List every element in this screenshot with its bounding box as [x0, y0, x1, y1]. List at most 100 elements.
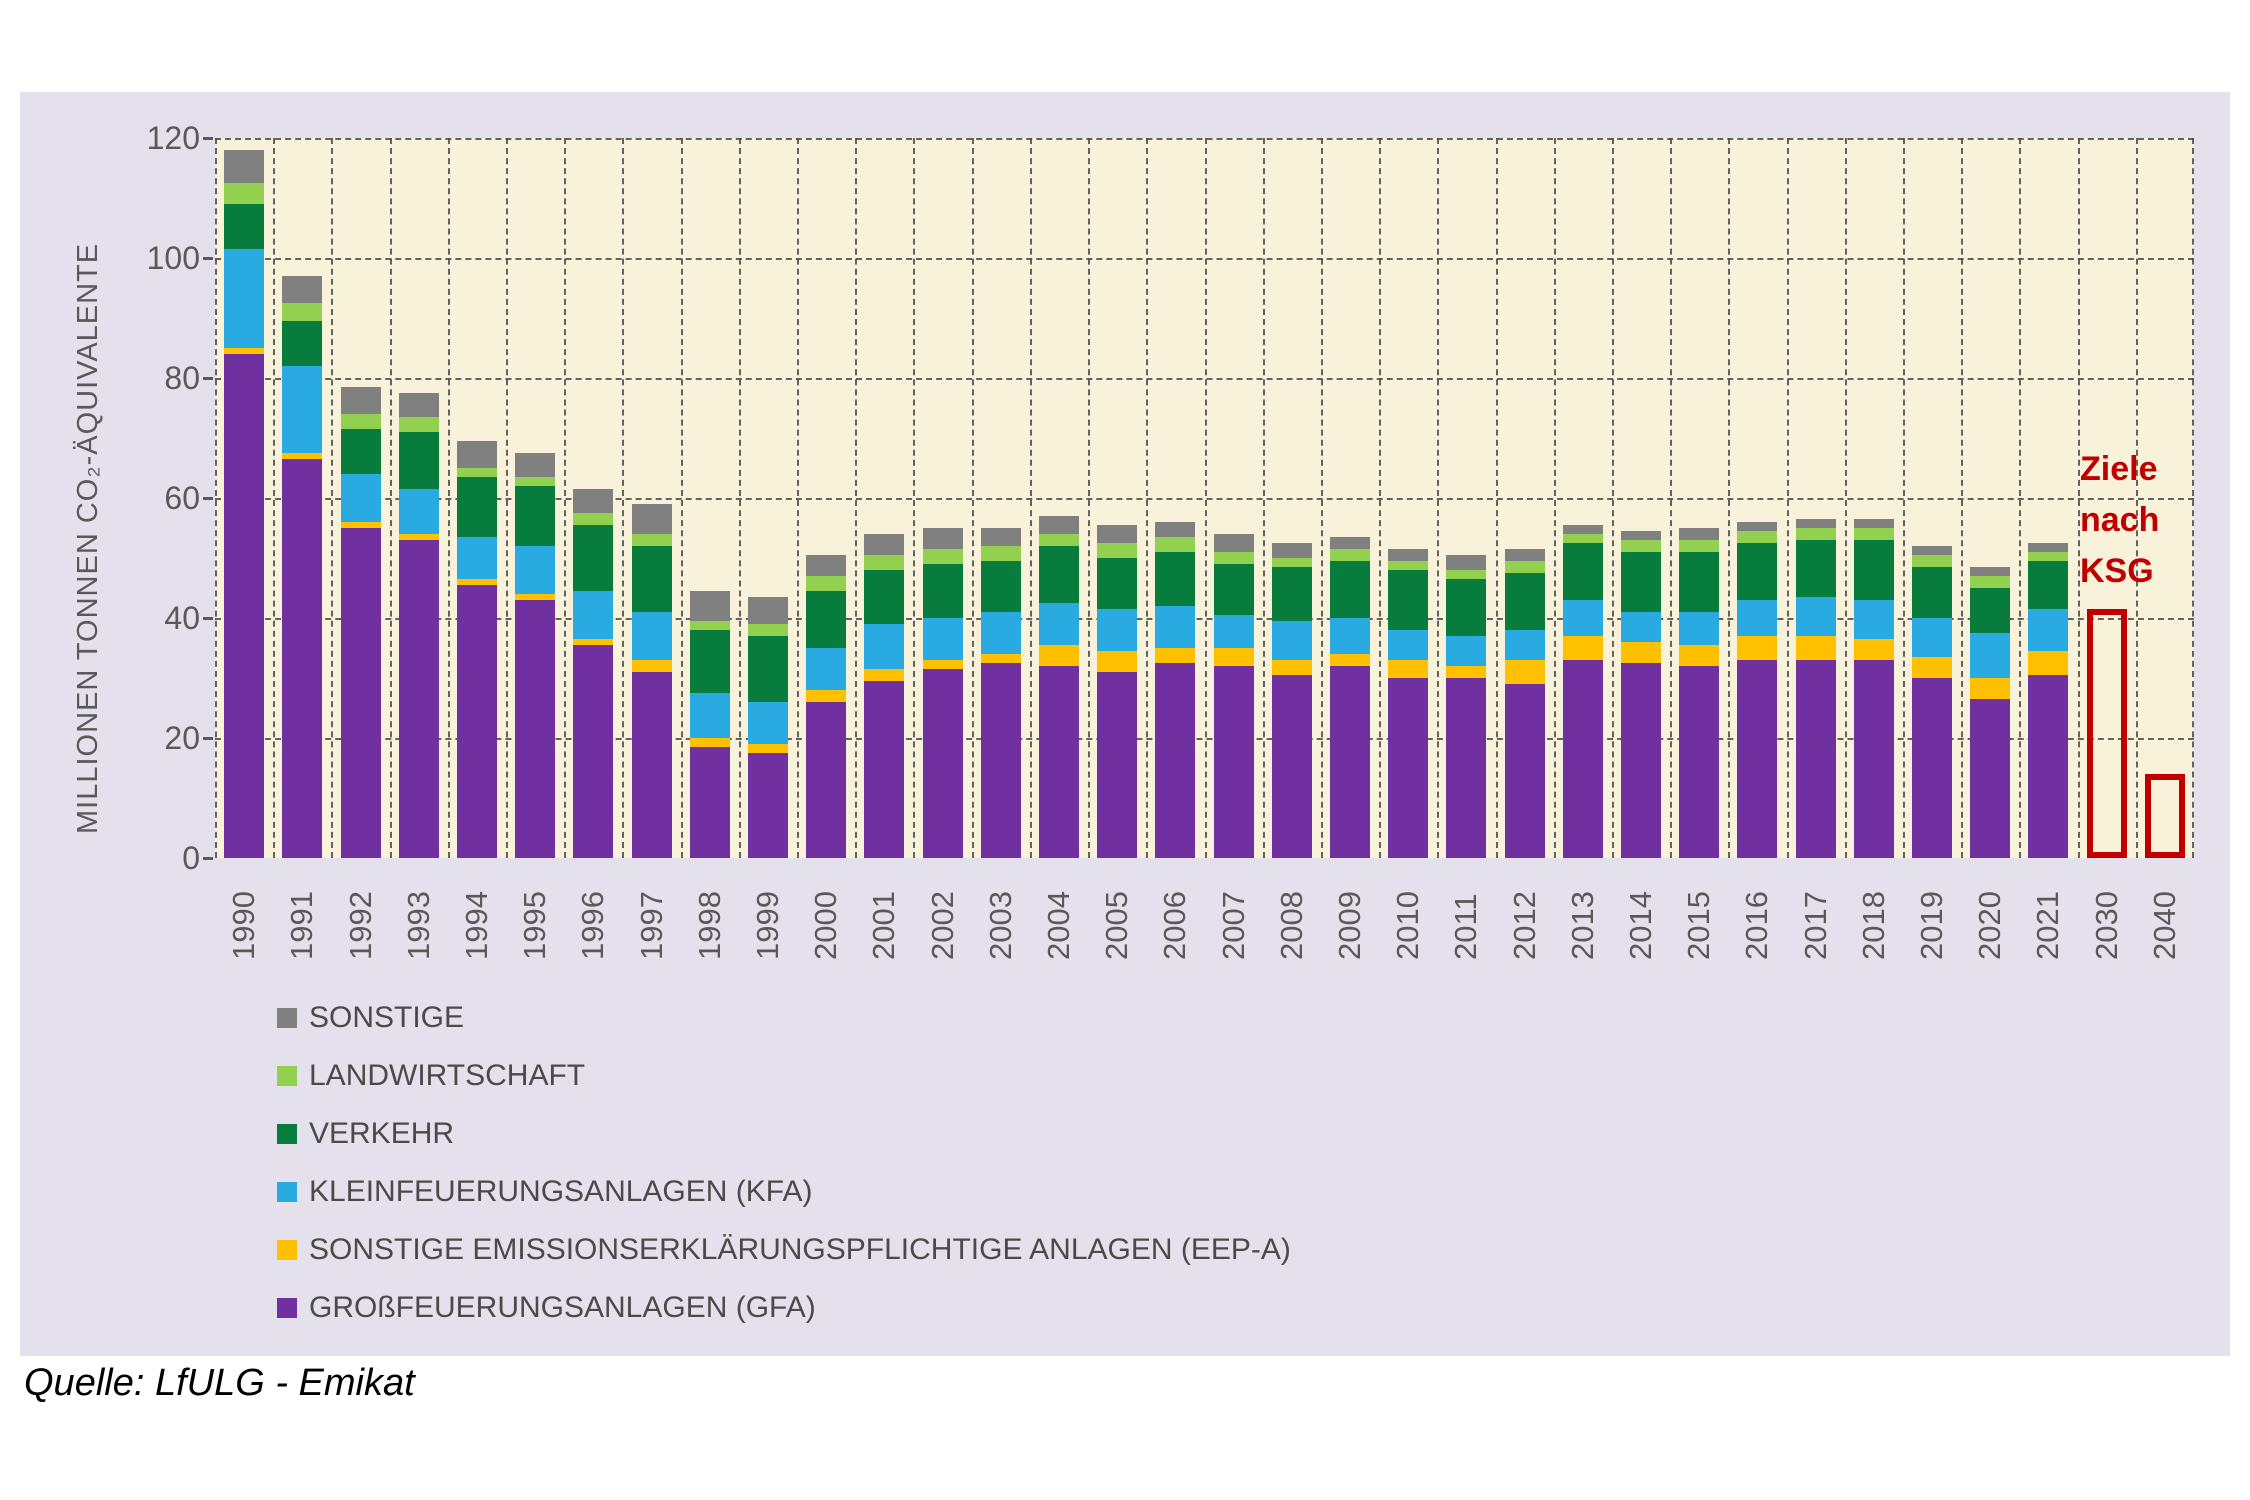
bar-segment — [1388, 630, 1429, 660]
gridline-v — [1495, 138, 1498, 858]
bar-segment — [2028, 561, 2069, 609]
bar-segment — [922, 618, 963, 660]
bar-segment — [282, 366, 323, 453]
legend-item-label: KLEINFEUERUNGSANLAGEN (KFA) — [309, 1175, 813, 1208]
y-axis-tick — [203, 377, 213, 380]
bar-segment — [456, 441, 497, 468]
bar-segment — [1737, 600, 1778, 636]
bar-segment — [1853, 519, 1894, 528]
y-tick-label-20: 20 — [164, 720, 200, 756]
gridline-v — [1204, 138, 1207, 858]
bar-segment — [1330, 666, 1370, 858]
bar-segment — [1970, 576, 2011, 588]
bar-1998 — [689, 591, 730, 858]
bar-segment — [573, 645, 614, 858]
bar-1993 — [398, 393, 439, 858]
bar-segment — [980, 546, 1021, 561]
legend-item-label: SONSTIGE EMISSIONSERKLÄRUNGSPFLICHTIGE A… — [309, 1233, 1291, 1266]
bar-2001 — [864, 534, 905, 858]
bar-segment — [456, 537, 497, 579]
legend-item: VERKEHR — [277, 1116, 1291, 1152]
gridline-v — [447, 138, 450, 858]
y-axis-tick — [203, 617, 213, 620]
gridline-v — [913, 138, 916, 858]
bar-segment — [631, 534, 672, 546]
gridline-v — [1320, 138, 1323, 858]
bar-segment — [340, 387, 381, 414]
bar-segment — [456, 579, 497, 585]
source-note: Quelle: LfULG - Emikat — [24, 1362, 415, 1404]
bar-segment — [515, 477, 556, 486]
x-tick-label-1992: 1992 — [342, 891, 378, 960]
bar-segment — [1679, 540, 1720, 552]
y-axis-tick — [203, 257, 213, 260]
bar-2003 — [980, 528, 1021, 858]
y-axis-tick — [203, 497, 213, 500]
bar-2012 — [1504, 549, 1545, 858]
bar-segment — [689, 621, 730, 630]
bar-segment — [1213, 666, 1254, 858]
legend-swatch-icon — [277, 1182, 297, 1202]
x-tick-label-1998: 1998 — [691, 891, 727, 960]
bar-segment — [1213, 615, 1254, 648]
gridline-v — [1088, 138, 1091, 858]
gridline-v — [564, 138, 567, 858]
bar-segment — [747, 624, 788, 636]
bar-segment — [922, 549, 963, 564]
bar-segment — [282, 459, 323, 858]
bar-segment — [980, 663, 1021, 858]
legend-swatch-icon — [277, 1298, 297, 1318]
bar-segment — [1446, 570, 1487, 579]
bar-2010 — [1388, 549, 1429, 858]
gridline-v — [738, 138, 741, 858]
x-tick-label-2002: 2002 — [924, 891, 960, 960]
bar-segment — [631, 612, 672, 660]
bar-segment — [1970, 633, 2011, 678]
gridline-v — [1728, 138, 1731, 858]
bar-segment — [806, 702, 847, 858]
bar-segment — [1562, 660, 1603, 858]
x-tick-label-2013: 2013 — [1564, 891, 1600, 960]
x-tick-label-1996: 1996 — [575, 891, 611, 960]
bar-segment — [1213, 564, 1254, 615]
y-tick-label-80: 80 — [164, 360, 200, 396]
bar-1999 — [747, 597, 788, 858]
bar-segment — [1795, 528, 1836, 540]
bar-segment — [1621, 552, 1662, 612]
bar-segment — [1795, 597, 1836, 636]
bar-segment — [1737, 531, 1778, 543]
bar-1991 — [282, 276, 323, 858]
gridline-v — [1553, 138, 1556, 858]
bar-segment — [806, 591, 847, 648]
bar-segment — [1330, 561, 1370, 618]
bar-segment — [282, 453, 323, 459]
bar-segment — [224, 354, 265, 858]
bar-segment — [864, 534, 905, 555]
bar-segment — [1504, 684, 1545, 858]
bar-segment — [2028, 651, 2069, 675]
bar-segment — [1038, 645, 1079, 666]
bar-2004 — [1038, 516, 1079, 858]
gridline-v — [1786, 138, 1789, 858]
bar-segment — [1446, 666, 1487, 678]
gridline-v — [331, 138, 334, 858]
x-tick-label-1993: 1993 — [400, 891, 436, 960]
bar-segment — [1155, 606, 1196, 648]
x-tick-label-2012: 2012 — [1506, 891, 1542, 960]
bar-segment — [1504, 573, 1545, 630]
bar-segment — [922, 564, 963, 618]
bar-segment — [1795, 660, 1836, 858]
legend-item-label: SONSTIGE — [309, 1001, 465, 1034]
bar-2018 — [1853, 519, 1894, 858]
bar-segment — [282, 303, 323, 321]
gridline-v — [622, 138, 625, 858]
bar-segment — [1330, 654, 1370, 666]
bar-segment — [1097, 672, 1138, 858]
bar-segment — [1155, 537, 1196, 552]
gridline-v — [389, 138, 392, 858]
x-tick-label-2009: 2009 — [1332, 891, 1367, 960]
plot-area — [215, 138, 2194, 858]
bar-segment — [1562, 636, 1603, 660]
gridline-v — [797, 138, 800, 858]
